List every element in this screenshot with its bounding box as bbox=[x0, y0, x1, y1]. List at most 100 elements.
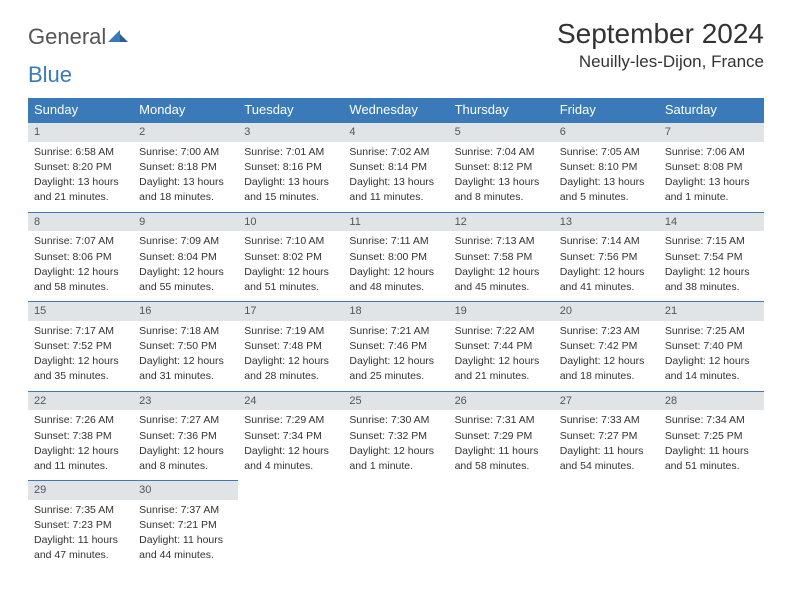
day-number: 1 bbox=[28, 122, 133, 142]
day-number: 25 bbox=[343, 391, 448, 411]
day-cell: 15Sunrise: 7:17 AMSunset: 7:52 PMDayligh… bbox=[28, 301, 133, 391]
day-body: Sunrise: 7:34 AMSunset: 7:25 PMDaylight:… bbox=[659, 410, 764, 480]
daylight-line1: Daylight: 12 hours bbox=[560, 265, 653, 279]
daylight-line1: Daylight: 13 hours bbox=[455, 175, 548, 189]
daylight-line1: Daylight: 11 hours bbox=[665, 444, 758, 458]
day-number: 2 bbox=[133, 122, 238, 142]
sunrise: Sunrise: 7:22 AM bbox=[455, 324, 548, 338]
day-cell: 20Sunrise: 7:23 AMSunset: 7:42 PMDayligh… bbox=[554, 301, 659, 391]
daylight-line1: Daylight: 12 hours bbox=[139, 265, 232, 279]
sunset: Sunset: 7:32 PM bbox=[349, 429, 442, 443]
daylight-line2: and 31 minutes. bbox=[139, 369, 232, 383]
daylight-line1: Daylight: 12 hours bbox=[139, 354, 232, 368]
calendar: SundayMondayTuesdayWednesdayThursdayFrid… bbox=[28, 98, 764, 570]
daylight-line2: and 18 minutes. bbox=[139, 190, 232, 204]
daylight-line1: Daylight: 11 hours bbox=[455, 444, 548, 458]
day-cell: 5Sunrise: 7:04 AMSunset: 8:12 PMDaylight… bbox=[449, 122, 554, 212]
day-number: 14 bbox=[659, 212, 764, 232]
logo-text-general: General bbox=[28, 24, 106, 50]
sunrise: Sunrise: 7:19 AM bbox=[244, 324, 337, 338]
weekday-saturday: Saturday bbox=[659, 98, 764, 122]
day-cell: 28Sunrise: 7:34 AMSunset: 7:25 PMDayligh… bbox=[659, 391, 764, 481]
daylight-line1: Daylight: 12 hours bbox=[455, 265, 548, 279]
sunrise: Sunrise: 7:06 AM bbox=[665, 145, 758, 159]
daylight-line1: Daylight: 12 hours bbox=[34, 444, 127, 458]
daylight-line1: Daylight: 11 hours bbox=[139, 533, 232, 547]
daylight-line1: Daylight: 12 hours bbox=[455, 354, 548, 368]
sunrise: Sunrise: 7:29 AM bbox=[244, 413, 337, 427]
day-body: Sunrise: 7:25 AMSunset: 7:40 PMDaylight:… bbox=[659, 321, 764, 391]
sunset: Sunset: 8:20 PM bbox=[34, 160, 127, 174]
day-body: Sunrise: 6:58 AMSunset: 8:20 PMDaylight:… bbox=[28, 142, 133, 212]
day-cell: 16Sunrise: 7:18 AMSunset: 7:50 PMDayligh… bbox=[133, 301, 238, 391]
sunrise: Sunrise: 7:00 AM bbox=[139, 145, 232, 159]
day-body: Sunrise: 7:19 AMSunset: 7:48 PMDaylight:… bbox=[238, 321, 343, 391]
daylight-line2: and 54 minutes. bbox=[560, 459, 653, 473]
day-body: Sunrise: 7:07 AMSunset: 8:06 PMDaylight:… bbox=[28, 231, 133, 301]
daylight-line1: Daylight: 13 hours bbox=[560, 175, 653, 189]
daylight-line1: Daylight: 12 hours bbox=[34, 354, 127, 368]
empty-cell bbox=[343, 480, 448, 570]
daylight-line2: and 11 minutes. bbox=[349, 190, 442, 204]
day-number: 7 bbox=[659, 122, 764, 142]
sunrise: Sunrise: 7:05 AM bbox=[560, 145, 653, 159]
daylight-line2: and 4 minutes. bbox=[244, 459, 337, 473]
daylight-line1: Daylight: 12 hours bbox=[665, 265, 758, 279]
day-body: Sunrise: 7:17 AMSunset: 7:52 PMDaylight:… bbox=[28, 321, 133, 391]
weekday-wednesday: Wednesday bbox=[343, 98, 448, 122]
sunset: Sunset: 7:44 PM bbox=[455, 339, 548, 353]
empty-cell bbox=[659, 480, 764, 570]
day-number: 13 bbox=[554, 212, 659, 232]
empty-cell bbox=[554, 480, 659, 570]
daylight-line2: and 58 minutes. bbox=[34, 280, 127, 294]
sunrise: Sunrise: 7:25 AM bbox=[665, 324, 758, 338]
day-body: Sunrise: 7:31 AMSunset: 7:29 PMDaylight:… bbox=[449, 410, 554, 480]
sunrise: Sunrise: 7:13 AM bbox=[455, 234, 548, 248]
daylight-line2: and 58 minutes. bbox=[455, 459, 548, 473]
day-number: 9 bbox=[133, 212, 238, 232]
week-row: 1Sunrise: 6:58 AMSunset: 8:20 PMDaylight… bbox=[28, 122, 764, 212]
daylight-line1: Daylight: 12 hours bbox=[349, 265, 442, 279]
day-body: Sunrise: 7:23 AMSunset: 7:42 PMDaylight:… bbox=[554, 321, 659, 391]
day-number: 18 bbox=[343, 301, 448, 321]
day-cell: 6Sunrise: 7:05 AMSunset: 8:10 PMDaylight… bbox=[554, 122, 659, 212]
daylight-line1: Daylight: 13 hours bbox=[34, 175, 127, 189]
daylight-line1: Daylight: 13 hours bbox=[665, 175, 758, 189]
daylight-line1: Daylight: 12 hours bbox=[244, 354, 337, 368]
day-body: Sunrise: 7:05 AMSunset: 8:10 PMDaylight:… bbox=[554, 142, 659, 212]
day-number: 4 bbox=[343, 122, 448, 142]
sunrise: Sunrise: 7:15 AM bbox=[665, 234, 758, 248]
sunrise: Sunrise: 7:04 AM bbox=[455, 145, 548, 159]
sunset: Sunset: 8:18 PM bbox=[139, 160, 232, 174]
sunset: Sunset: 8:10 PM bbox=[560, 160, 653, 174]
sunset: Sunset: 7:50 PM bbox=[139, 339, 232, 353]
day-cell: 11Sunrise: 7:11 AMSunset: 8:00 PMDayligh… bbox=[343, 212, 448, 302]
sunrise: Sunrise: 7:34 AM bbox=[665, 413, 758, 427]
logo-triangle-icon bbox=[108, 26, 128, 49]
daylight-line1: Daylight: 13 hours bbox=[349, 175, 442, 189]
sunrise: Sunrise: 7:14 AM bbox=[560, 234, 653, 248]
daylight-line2: and 47 minutes. bbox=[34, 548, 127, 562]
sunset: Sunset: 7:42 PM bbox=[560, 339, 653, 353]
day-number: 29 bbox=[28, 480, 133, 500]
sunrise: Sunrise: 7:30 AM bbox=[349, 413, 442, 427]
sunset: Sunset: 7:34 PM bbox=[244, 429, 337, 443]
daylight-line2: and 45 minutes. bbox=[455, 280, 548, 294]
day-body: Sunrise: 7:30 AMSunset: 7:32 PMDaylight:… bbox=[343, 410, 448, 480]
day-body: Sunrise: 7:37 AMSunset: 7:21 PMDaylight:… bbox=[133, 500, 238, 570]
daylight-line2: and 21 minutes. bbox=[455, 369, 548, 383]
sunrise: Sunrise: 7:01 AM bbox=[244, 145, 337, 159]
sunrise: Sunrise: 7:07 AM bbox=[34, 234, 127, 248]
sunset: Sunset: 7:40 PM bbox=[665, 339, 758, 353]
daylight-line1: Daylight: 11 hours bbox=[560, 444, 653, 458]
sunrise: Sunrise: 7:21 AM bbox=[349, 324, 442, 338]
day-number: 20 bbox=[554, 301, 659, 321]
daylight-line2: and 14 minutes. bbox=[665, 369, 758, 383]
sunrise: Sunrise: 6:58 AM bbox=[34, 145, 127, 159]
day-number: 3 bbox=[238, 122, 343, 142]
day-body: Sunrise: 7:26 AMSunset: 7:38 PMDaylight:… bbox=[28, 410, 133, 480]
sunset: Sunset: 7:38 PM bbox=[34, 429, 127, 443]
daylight-line1: Daylight: 12 hours bbox=[560, 354, 653, 368]
day-cell: 27Sunrise: 7:33 AMSunset: 7:27 PMDayligh… bbox=[554, 391, 659, 481]
day-number: 8 bbox=[28, 212, 133, 232]
